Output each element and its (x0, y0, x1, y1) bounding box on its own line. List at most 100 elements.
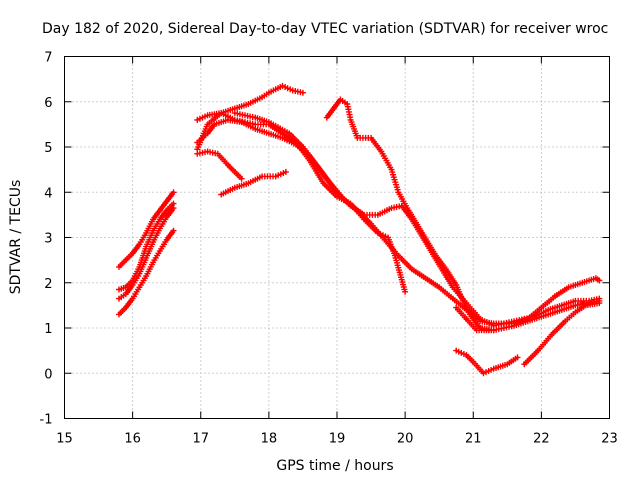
data-point (151, 218, 155, 221)
data-point (492, 329, 495, 332)
data-point (553, 310, 557, 314)
data-point (455, 349, 458, 352)
data-point (400, 204, 403, 208)
data-point (281, 84, 284, 88)
y-tick-labels: -1 0 1 2 3 4 5 6 7 (40, 51, 53, 428)
data-point (444, 267, 448, 271)
data-point (165, 238, 168, 241)
data-point (506, 363, 509, 366)
x-tick-label: 20 (397, 432, 414, 447)
series-arc-a (116, 189, 177, 270)
data-point (346, 102, 349, 106)
data-point (206, 150, 209, 153)
data-point (492, 367, 495, 370)
y-tick-label: -1 (40, 413, 53, 428)
x-axis-label: GPS time / hours (276, 458, 393, 474)
data-point (335, 195, 339, 198)
data-point (410, 267, 414, 271)
series-arc-b (116, 200, 177, 293)
data-point (158, 218, 162, 221)
data-point (172, 206, 175, 210)
data-point (151, 240, 155, 244)
series-arc-h (194, 148, 245, 182)
y-tick-label: 5 (44, 141, 52, 156)
data-point (451, 286, 455, 289)
data-point (424, 277, 427, 280)
data-point (342, 197, 346, 201)
data-point (206, 123, 209, 126)
x-tick-labels: 15 16 17 18 19 20 21 22 23 (56, 432, 618, 447)
y-tick-label: 7 (44, 51, 52, 66)
data-point (332, 107, 335, 110)
data-point (564, 320, 567, 323)
data-point (328, 182, 332, 185)
data-point (281, 132, 284, 135)
y-tick-label: 3 (44, 232, 52, 247)
data-point (472, 360, 475, 364)
data-point (455, 306, 458, 309)
data-point (213, 123, 216, 126)
data-point (124, 286, 128, 289)
data-point (172, 191, 175, 194)
y-tick-label: 2 (44, 277, 52, 292)
data-point (383, 238, 386, 241)
data-point (540, 306, 543, 309)
data-point (598, 279, 601, 282)
series-arc-m (453, 347, 521, 377)
x-tick-label: 21 (465, 432, 482, 447)
data-point (267, 91, 271, 94)
data-point (465, 317, 468, 321)
data-point (315, 163, 318, 167)
data-point (536, 349, 540, 352)
series-arc-c (116, 205, 177, 302)
data-point (165, 209, 168, 212)
data-point (455, 283, 458, 287)
data-point (322, 182, 325, 185)
data-point (196, 148, 199, 151)
data-point (523, 363, 526, 366)
y-axis-label: SDTVAR / TECUs (8, 180, 24, 295)
data-point (233, 118, 237, 122)
data-point (550, 333, 553, 336)
data-point (574, 304, 577, 307)
data-point (165, 215, 168, 219)
data-point (407, 209, 410, 212)
data-point (158, 227, 162, 230)
data-point (206, 132, 209, 135)
data-point (339, 98, 342, 101)
data-point (465, 353, 468, 357)
data-point (594, 277, 598, 280)
data-point (267, 120, 271, 124)
data-point (219, 111, 223, 115)
data-point (390, 206, 393, 210)
data-point (267, 132, 271, 135)
data-point (380, 150, 383, 153)
data-point (533, 317, 536, 321)
data-point (376, 213, 380, 217)
data-point (206, 114, 209, 117)
data-point (196, 152, 199, 155)
data-point (397, 254, 400, 257)
data-point (584, 304, 587, 307)
data-point (172, 229, 175, 232)
data-point (475, 329, 478, 332)
data-point (138, 243, 141, 246)
plot-frame (64, 56, 610, 419)
data-point (145, 231, 148, 235)
data-point (434, 254, 437, 257)
data-point (274, 175, 277, 178)
data-point (516, 356, 519, 359)
data-point (369, 136, 373, 140)
data-point (226, 163, 230, 167)
data-point (478, 320, 482, 323)
data-point (567, 286, 570, 289)
data-point (284, 170, 288, 174)
data-point (461, 299, 465, 303)
data-point (151, 229, 155, 232)
data-point (356, 136, 359, 140)
data-point (397, 191, 400, 194)
series-arc-l (453, 304, 497, 334)
data-point (546, 308, 550, 312)
